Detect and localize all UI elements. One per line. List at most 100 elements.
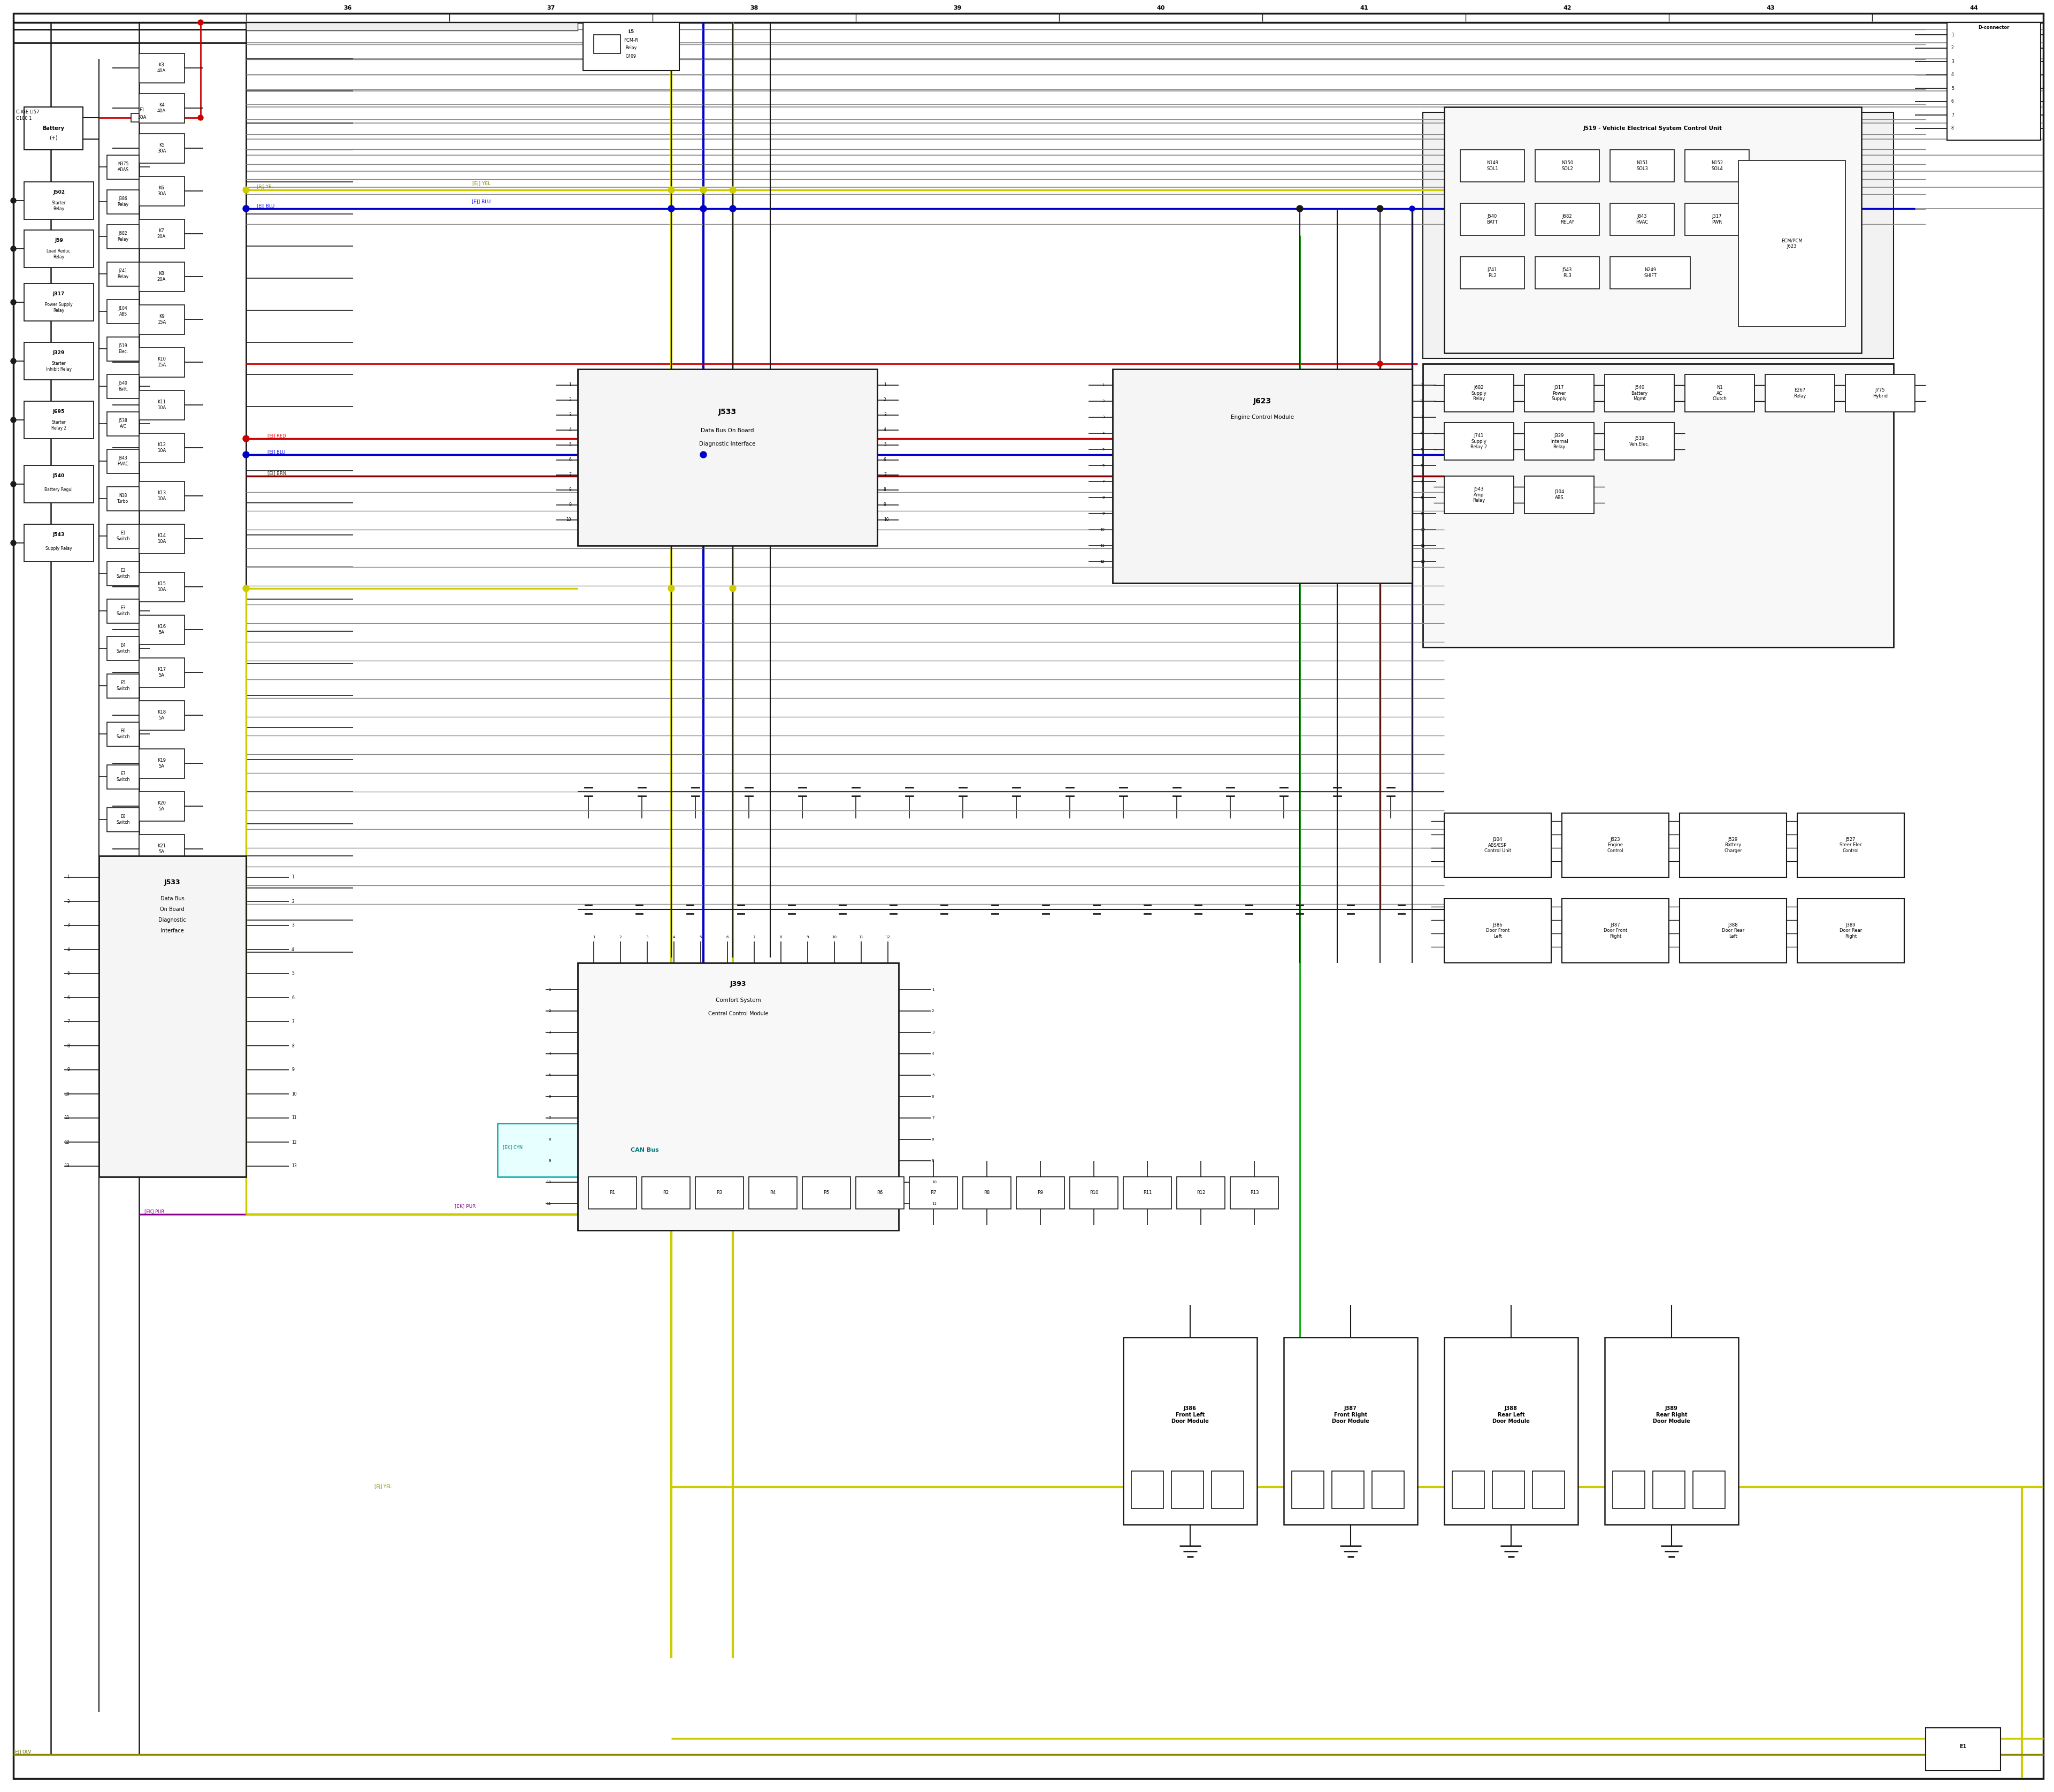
Text: E8
Switch: E8 Switch	[117, 814, 129, 824]
Text: Comfort System: Comfort System	[715, 998, 760, 1004]
Bar	[140, 658, 185, 688]
Text: 5: 5	[1103, 448, 1105, 452]
Text: 41: 41	[1360, 5, 1368, 11]
Circle shape	[700, 206, 707, 211]
Bar	[1534, 256, 1600, 289]
Text: 37: 37	[546, 5, 555, 11]
Bar	[497, 1124, 791, 1177]
Text: J682
Relay: J682 Relay	[117, 231, 129, 242]
Text: R1: R1	[610, 1190, 616, 1195]
Text: K13
10A: K13 10A	[158, 491, 166, 502]
Text: 7: 7	[754, 935, 756, 939]
Text: ECM/PCM
J623: ECM/PCM J623	[1781, 238, 1803, 249]
Bar	[107, 487, 140, 511]
Circle shape	[242, 435, 249, 443]
Text: 3: 3	[647, 935, 649, 939]
Text: K20
5A: K20 5A	[158, 801, 166, 812]
Text: 10: 10	[883, 518, 889, 521]
Text: 4: 4	[68, 948, 70, 952]
Text: Engine Control Module: Engine Control Module	[1230, 414, 1294, 419]
Bar	[107, 190, 140, 213]
Text: 8: 8	[292, 1043, 294, 1048]
Text: C409: C409	[626, 54, 637, 59]
Bar	[1444, 1337, 1577, 1525]
Text: 4: 4	[674, 935, 676, 939]
Bar	[140, 177, 185, 206]
Text: FCM-R: FCM-R	[624, 38, 639, 43]
Text: 6: 6	[292, 995, 294, 1000]
Bar	[140, 305, 185, 335]
Text: J386
Relay: J386 Relay	[117, 197, 129, 206]
Text: [EJ] BLU: [EJ] BLU	[267, 450, 286, 455]
Text: 7: 7	[933, 1116, 935, 1120]
Text: 3: 3	[933, 1030, 935, 1034]
Text: 13: 13	[292, 1163, 296, 1168]
Text: J317
PWR: J317 PWR	[1711, 213, 1721, 224]
Bar	[857, 1177, 904, 1210]
Text: K10
15A: K10 15A	[158, 357, 166, 367]
Text: 7: 7	[68, 1020, 70, 1023]
Text: N151
SOL3: N151 SOL3	[1637, 161, 1647, 170]
Bar	[1460, 202, 1524, 235]
Text: [EJ] RED: [EJ] RED	[267, 434, 286, 439]
Bar	[1132, 1471, 1163, 1509]
Text: K12
10A: K12 10A	[158, 443, 166, 453]
Text: K6
30A: K6 30A	[158, 186, 166, 195]
Text: Battery: Battery	[43, 125, 64, 131]
Text: K16
5A: K16 5A	[158, 624, 166, 634]
Text: 1: 1	[1103, 383, 1105, 387]
Text: 2: 2	[1103, 400, 1105, 403]
Bar	[99, 857, 246, 1177]
Text: 7: 7	[883, 473, 885, 477]
Circle shape	[10, 418, 16, 423]
Text: 5: 5	[700, 935, 702, 939]
Bar	[1604, 423, 1674, 461]
Text: R6: R6	[877, 1190, 883, 1195]
Text: [EJ] BLU: [EJ] BLU	[472, 199, 491, 204]
Text: K21
5A: K21 5A	[158, 844, 166, 855]
Bar	[1684, 151, 1750, 181]
Text: J623
Engine
Control: J623 Engine Control	[1606, 837, 1623, 853]
Text: E7
Switch: E7 Switch	[117, 772, 129, 781]
Text: 5: 5	[1419, 448, 1423, 452]
Circle shape	[668, 206, 674, 211]
Bar	[1444, 898, 1551, 962]
Text: [EI] BRN: [EI] BRN	[267, 471, 286, 477]
Text: 11: 11	[64, 1116, 70, 1120]
Bar	[803, 1177, 850, 1210]
Text: K3
40A: K3 40A	[158, 63, 166, 73]
Text: E267
Relay: E267 Relay	[1793, 389, 1805, 398]
Bar	[1423, 113, 1894, 358]
Circle shape	[10, 299, 16, 305]
Text: 10: 10	[567, 518, 571, 521]
Text: R5: R5	[824, 1190, 830, 1195]
Text: 7: 7	[569, 473, 571, 477]
Text: Central Control Module: Central Control Module	[709, 1011, 768, 1016]
Text: (+): (+)	[49, 136, 58, 142]
Bar	[1444, 477, 1514, 514]
Bar	[107, 262, 140, 287]
Text: J59: J59	[55, 238, 64, 244]
Circle shape	[242, 452, 249, 457]
Text: K14
10A: K14 10A	[158, 534, 166, 543]
Text: 9: 9	[1103, 513, 1105, 514]
Bar	[140, 701, 185, 729]
Text: E5
Switch: E5 Switch	[117, 681, 129, 692]
Circle shape	[1376, 206, 1382, 211]
Bar	[140, 219, 185, 249]
Bar	[1284, 1337, 1417, 1525]
Bar	[107, 561, 140, 586]
Text: 3: 3	[883, 412, 885, 418]
Bar	[140, 93, 185, 124]
Text: 9: 9	[569, 502, 571, 507]
Bar	[910, 1177, 957, 1210]
Text: 9: 9	[933, 1159, 935, 1163]
Text: 6: 6	[548, 1095, 550, 1098]
Text: 10: 10	[292, 1091, 296, 1097]
Circle shape	[10, 539, 16, 545]
Bar	[1017, 1177, 1064, 1210]
Circle shape	[10, 482, 16, 487]
Bar	[1524, 375, 1594, 412]
Text: 10: 10	[832, 935, 836, 939]
Text: 2: 2	[68, 900, 70, 903]
